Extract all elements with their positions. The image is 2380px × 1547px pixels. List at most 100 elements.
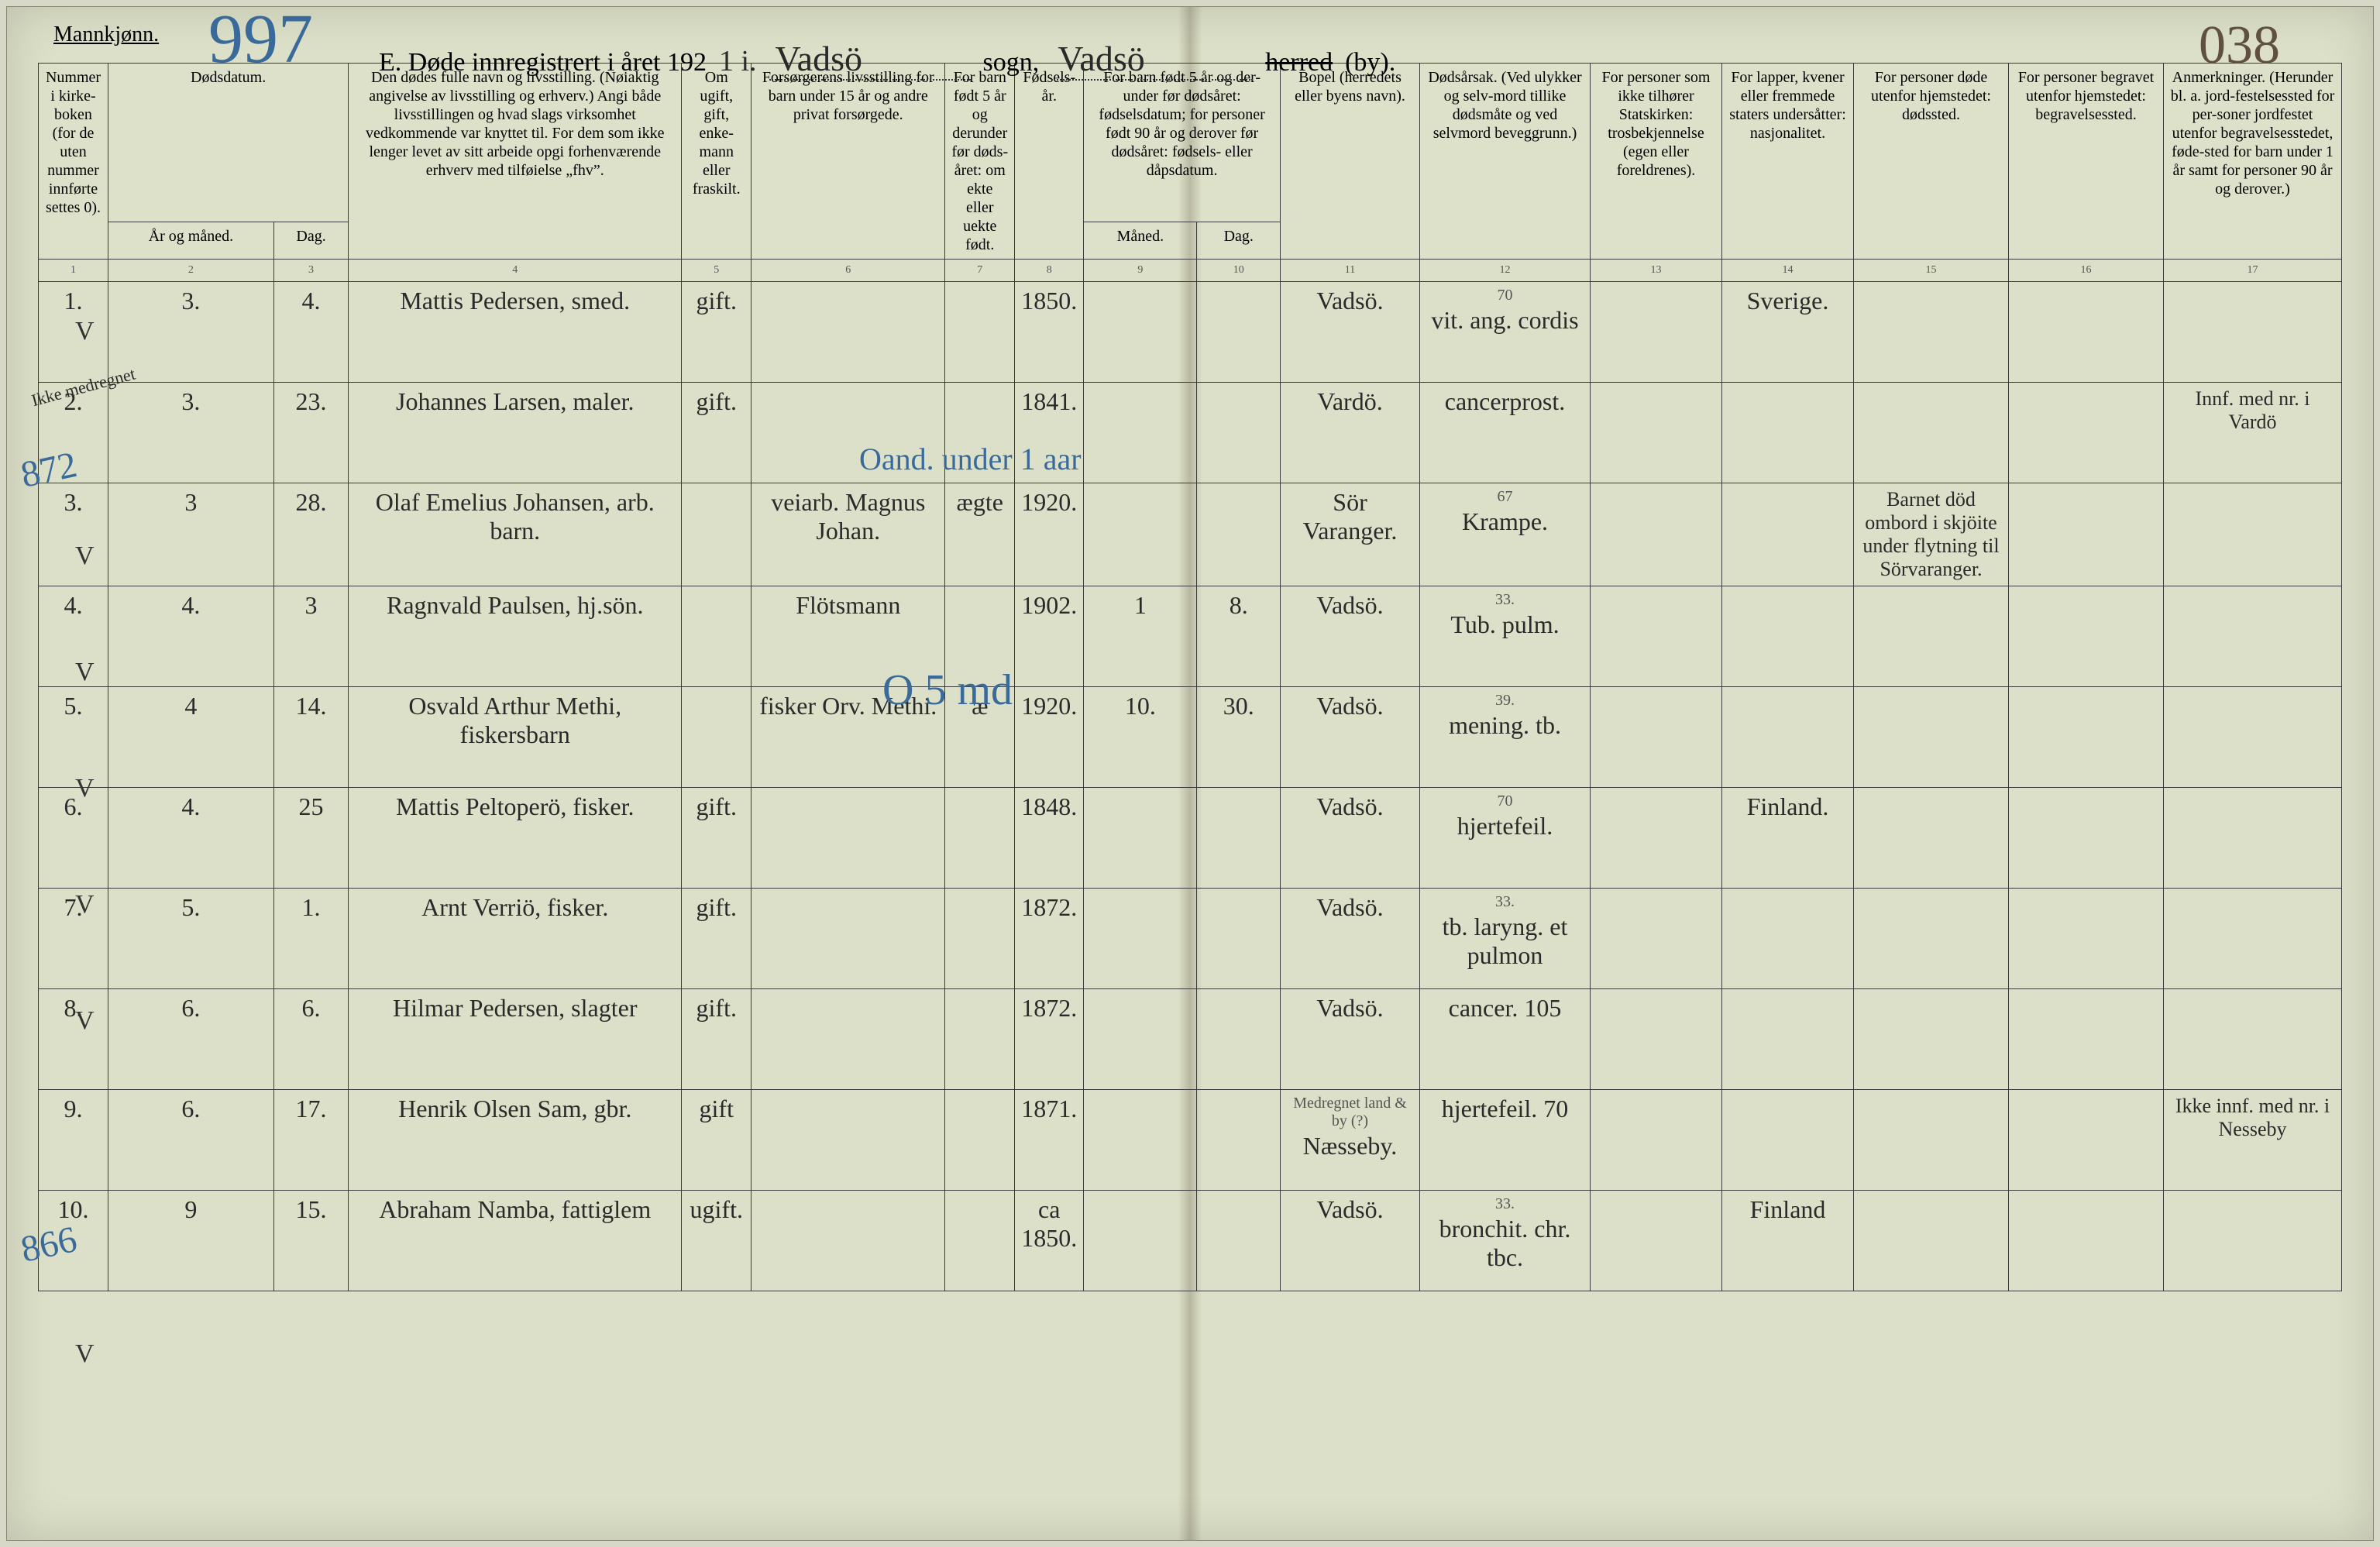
table-cell (2164, 483, 2342, 586)
col-dodssted: For personer døde utenfor hjemstedet: dø… (1854, 64, 2009, 260)
table-cell: 1871. (1015, 1090, 1084, 1191)
table-cell (1722, 989, 1854, 1090)
table-cell: Finland (1722, 1191, 1854, 1291)
check-icon: V (75, 890, 95, 920)
table-cell: 10. (1084, 687, 1197, 788)
table-cell (945, 989, 1015, 1090)
table-cell (2164, 586, 2342, 687)
table-row: 6.4.25Mattis Peltoperö, fisker.gift.1848… (39, 788, 2342, 889)
table-cell (1197, 1090, 1281, 1191)
table-cell: 39.mening. tb. (1420, 687, 1591, 788)
table-cell: Ragnvald Paulsen, hj.sön. (349, 586, 682, 687)
table-cell: Sverige. (1722, 282, 1854, 383)
table-cell (1084, 788, 1197, 889)
colnum: 3 (273, 260, 348, 282)
colnum: 7 (945, 260, 1015, 282)
table-cell: hjertefeil. 70 (1420, 1090, 1591, 1191)
table-cell: Abraham Namba, fattiglem (349, 1191, 682, 1291)
table-cell (2009, 282, 2164, 383)
table-cell: 7. (39, 889, 108, 989)
col-dodsdatum: Dødsdatum. (108, 64, 349, 222)
table-row: 10.915.Abraham Namba, fattiglemugift.ca … (39, 1191, 2342, 1291)
table-header: Nummer i kirke-boken (for de uten nummer… (39, 64, 2342, 282)
table-cell (1854, 282, 2009, 383)
table-cell: 4. (39, 586, 108, 687)
col-dodsarsak: Dødsårsak. (Ved ulykker og selv-mord til… (1420, 64, 1591, 260)
table-cell (2009, 1191, 2164, 1291)
table-cell (1591, 586, 1722, 687)
table-cell (1854, 889, 2009, 989)
table-cell: 1872. (1015, 989, 1084, 1090)
table-cell (1854, 788, 2009, 889)
table-cell (2164, 1191, 2342, 1291)
table-row: 5.414.Osvald Arthur Methi, fiskersbarnfi… (39, 687, 2342, 788)
check-icon: V (75, 658, 95, 687)
table-cell: 6. (108, 1090, 274, 1191)
table-cell: Osvald Arthur Methi, fiskersbarn (349, 687, 682, 788)
table-cell (682, 687, 751, 788)
table-cell: 1920. (1015, 483, 1084, 586)
table-cell (682, 483, 751, 586)
table-cell: 33.tb. laryng. et pulmon (1420, 889, 1591, 989)
colnum: 12 (1420, 260, 1591, 282)
table-cell: cancerprost. (1420, 383, 1591, 483)
table-cell: Vadsö. (1281, 687, 1420, 788)
table-cell (751, 282, 945, 383)
table-cell: Vadsö. (1281, 282, 1420, 383)
column-number-row: 1 2 3 4 5 6 7 8 9 10 11 12 13 14 15 16 1… (39, 260, 2342, 282)
table-row: 1.3.4.Mattis Pedersen, smed.gift.1850.Va… (39, 282, 2342, 383)
table-cell (1722, 483, 1854, 586)
check-icon: V (75, 541, 95, 571)
table-cell (1722, 1090, 1854, 1191)
page-header: Mannkjønn. 997 038 E. Døde innregistrert… (7, 7, 2373, 55)
table-cell: 1920. (1015, 687, 1084, 788)
check-icon: V (75, 1339, 95, 1369)
title-prefix: E. Døde innregistrert i året 192 (379, 48, 707, 77)
table-cell: Barnet död ombord i skjöite under flytni… (1854, 483, 2009, 586)
table-cell: 6. (39, 788, 108, 889)
table-cell: 33.Tub. pulm. (1420, 586, 1591, 687)
colnum: 8 (1015, 260, 1084, 282)
table-cell: 15. (273, 1191, 348, 1291)
table-cell: gift. (682, 989, 751, 1090)
col-fodselsar: Fødsels-år. (1015, 64, 1084, 260)
table-body: 1.3.4.Mattis Pedersen, smed.gift.1850.Va… (39, 282, 2342, 1291)
table-cell (1722, 889, 1854, 989)
table-cell: Vardö. (1281, 383, 1420, 483)
col-anmerkninger: Anmerkninger. (Herunder bl. a. jord-fest… (2164, 64, 2342, 260)
table-cell: Mattis Peltoperö, fisker. (349, 788, 682, 889)
blue-annotation-row3: Oand. under 1 aar (859, 441, 1082, 477)
table-cell: ugift. (682, 1191, 751, 1291)
table-cell (1084, 1090, 1197, 1191)
table-cell (2009, 687, 2164, 788)
handwritten-page-left: 997 (208, 0, 313, 79)
table-row: 8.6.6.Hilmar Pedersen, slagtergift.1872.… (39, 989, 2342, 1090)
table-cell (1084, 889, 1197, 989)
col-sivilstand: Om ugift, gift, enke-mann eller fraskilt… (682, 64, 751, 260)
table-cell: Vadsö. (1281, 788, 1420, 889)
table-cell: cancer. 105 (1420, 989, 1591, 1090)
table-cell (1591, 1191, 1722, 1291)
table-cell: Vadsö. (1281, 1191, 1420, 1291)
table-cell (1084, 989, 1197, 1090)
table-cell: 3 (108, 483, 274, 586)
title-year: 1 i. (719, 44, 757, 78)
table-cell: Mattis Pedersen, smed. (349, 282, 682, 383)
table-cell: 1. (39, 282, 108, 383)
handwritten-page-right: 038 (2199, 15, 2280, 77)
table-cell: ægte (945, 483, 1015, 586)
table-cell (751, 1191, 945, 1291)
table-cell: Finland. (1722, 788, 1854, 889)
table-cell (2009, 889, 2164, 989)
table-cell: 1872. (1015, 889, 1084, 989)
table-cell (2009, 483, 2164, 586)
col-bopel: Bopel (herredets eller byens navn). (1281, 64, 1420, 260)
colnum: 6 (751, 260, 945, 282)
table-row: 2.3.23.Johannes Larsen, maler.gift.1841.… (39, 383, 2342, 483)
table-cell: 4 (108, 687, 274, 788)
col-dag: Dag. (273, 222, 348, 259)
colnum: 14 (1722, 260, 1854, 282)
table-cell: 5. (108, 889, 274, 989)
table-cell (1591, 989, 1722, 1090)
table-cell (1197, 788, 1281, 889)
